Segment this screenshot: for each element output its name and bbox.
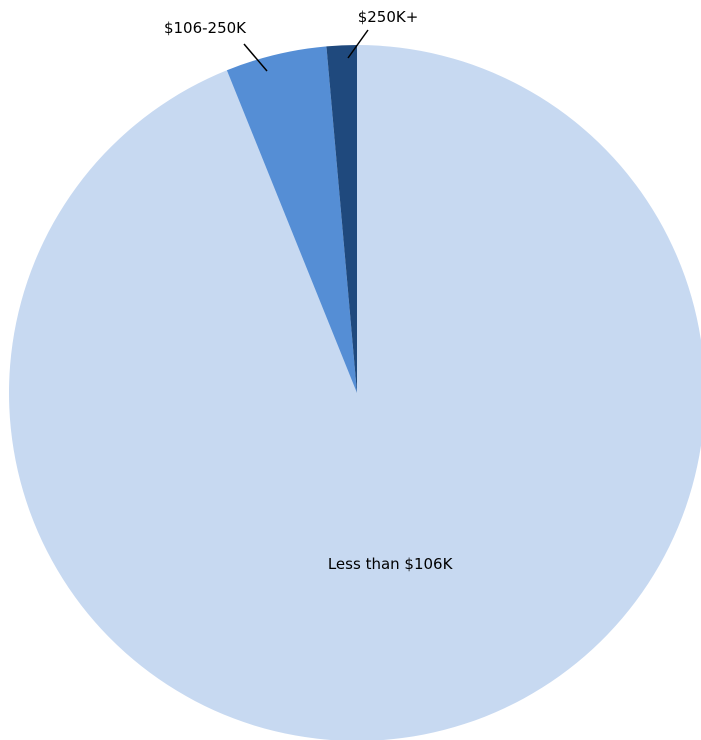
slice-labels: Less than $106K $106-250K $250K+: [164, 8, 454, 573]
pie-slice-less-than-106k: [9, 45, 701, 740]
slice-label-250k: $250K+: [358, 8, 419, 26]
slice-label-106-250k: $106-250K: [164, 19, 247, 37]
slice-label-less-than-106k: Less than $106K: [328, 555, 454, 573]
pie-slices: [9, 45, 701, 740]
leader-lines: [243, 29, 369, 72]
pie-slice-250k: [326, 45, 357, 393]
leader-line-106-250k: [243, 43, 268, 72]
pie-slice-106-250k: [226, 46, 357, 393]
leader-line-250k: [347, 29, 369, 59]
